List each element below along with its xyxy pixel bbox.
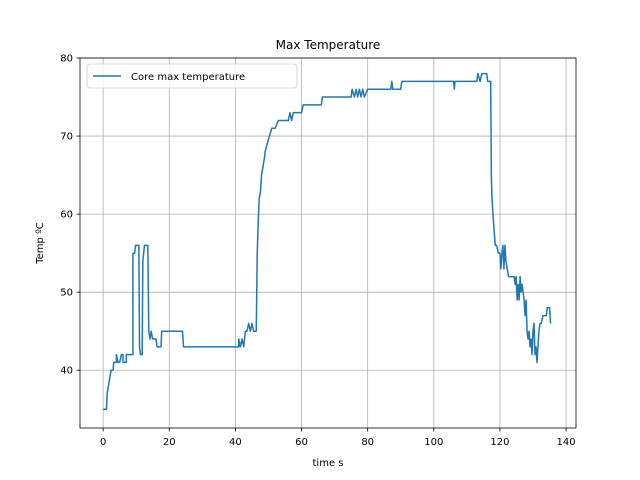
y-tick-label: 80 bbox=[60, 54, 73, 65]
x-tick-label: 0 bbox=[100, 437, 106, 448]
y-tick-label: 50 bbox=[60, 288, 73, 299]
legend-label: Core max temperature bbox=[131, 72, 245, 83]
x-axis-ticks: 0 20 40 60 80 100 120 140 bbox=[100, 428, 576, 448]
y-tick-label: 40 bbox=[60, 366, 73, 377]
y-axis-ticks: 40 50 60 70 80 bbox=[60, 54, 80, 377]
series-line-core-max-temperature bbox=[103, 72, 552, 411]
chart-title: Max Temperature bbox=[276, 38, 381, 52]
y-tick-label: 60 bbox=[60, 210, 73, 221]
y-axis-label: Temp ºC bbox=[35, 222, 46, 265]
x-axis-label: time s bbox=[313, 458, 344, 469]
x-tick-label: 40 bbox=[229, 437, 242, 448]
axes-frame bbox=[79, 57, 577, 429]
x-tick-label: 120 bbox=[490, 437, 509, 448]
x-tick-label: 100 bbox=[424, 437, 443, 448]
x-tick-label: 20 bbox=[163, 437, 176, 448]
x-tick-label: 80 bbox=[361, 437, 374, 448]
x-tick-label: 60 bbox=[295, 437, 308, 448]
legend-box bbox=[86, 63, 298, 89]
legend: Core max temperature bbox=[86, 63, 298, 89]
y-tick-label: 70 bbox=[60, 132, 73, 143]
x-tick-label: 140 bbox=[557, 437, 576, 448]
